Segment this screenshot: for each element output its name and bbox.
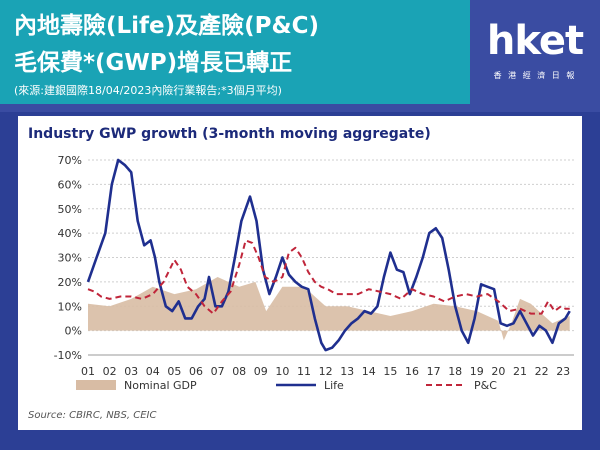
legend-label: Life xyxy=(324,379,344,392)
series-line-pc xyxy=(87,239,570,315)
x-tick-label: 22 xyxy=(535,365,549,378)
x-tick-label: 14 xyxy=(362,365,376,378)
x-tick-label: 21 xyxy=(513,365,527,378)
x-tick-label: 20 xyxy=(491,365,505,378)
x-tick-label: 12 xyxy=(319,365,333,378)
y-tick-label: 10% xyxy=(58,300,82,313)
y-tick-label: 30% xyxy=(58,252,82,265)
x-tick-label: 01 xyxy=(81,365,95,378)
headline-line-2: 毛保費*(GWP)增長已轉正 xyxy=(14,50,293,76)
x-tick-label: 17 xyxy=(427,365,441,378)
y-tick-label: 40% xyxy=(58,227,82,240)
x-tick-label: 04 xyxy=(146,365,160,378)
logo-wordmark: hket xyxy=(486,18,584,64)
chart-title: Industry GWP growth (3-month moving aggr… xyxy=(28,126,431,142)
headline-line-1: 內地壽險(Life)及產險(P&C) xyxy=(14,13,319,39)
x-tick-label: 06 xyxy=(189,365,203,378)
axis-ticks: 70% 60% 50% 40% 30% 20% 10% 0% -10% 01 02 03 04 05 06 0… xyxy=(54,154,574,378)
x-tick-label: 02 xyxy=(103,365,117,378)
header-band: 內地壽險(Life)及產險(P&C) 毛保費*(GWP)增長已轉正 (來源:建銀… xyxy=(0,0,600,112)
y-tick-label: 0% xyxy=(65,325,82,338)
x-tick-label: 15 xyxy=(383,365,397,378)
x-tick-label: 23 xyxy=(556,365,570,378)
x-tick-label: 05 xyxy=(167,365,181,378)
x-tick-label: 19 xyxy=(470,365,484,378)
x-tick-label: 08 xyxy=(232,365,246,378)
y-tick-label: 20% xyxy=(58,276,82,289)
nominal-gdp-area xyxy=(88,277,570,341)
x-tick-label: 09 xyxy=(254,365,268,378)
legend-label: Nominal GDP xyxy=(124,379,197,392)
gwp-growth-chart: Industry GWP growth (3-month moving aggr… xyxy=(28,126,574,421)
x-tick-label: 10 xyxy=(275,365,289,378)
y-tick-label: 70% xyxy=(58,154,82,167)
y-tick-label: 60% xyxy=(58,178,82,191)
logo-subtitle: 香 港 經 濟 日 報 xyxy=(493,71,577,80)
x-tick-label: 16 xyxy=(405,365,419,378)
series-line-life xyxy=(86,158,571,352)
x-tick-label: 07 xyxy=(211,365,225,378)
series-lines xyxy=(86,158,571,352)
series-area-nominal-gdp xyxy=(88,277,570,341)
y-tick-label: 50% xyxy=(58,203,82,216)
headline-source: (來源:建銀國際18/04/2023內險行業報告;*3個月平均) xyxy=(14,84,282,97)
x-tick-label: 11 xyxy=(297,365,311,378)
legend: Nominal GDP Life P&C xyxy=(76,379,497,392)
x-tick-label: 13 xyxy=(340,365,354,378)
legend-swatch-nominal-gdp xyxy=(76,380,116,390)
hket-logo: hket 香 港 經 濟 日 報 xyxy=(470,0,600,112)
legend-label: P&C xyxy=(474,379,497,392)
chart-source: Source: CBIRC, NBS, CEIC xyxy=(28,410,156,421)
headline-box: 內地壽險(Life)及產險(P&C) 毛保費*(GWP)增長已轉正 (來源:建銀… xyxy=(0,0,470,104)
x-tick-label: 18 xyxy=(448,365,462,378)
y-tick-label: -10% xyxy=(54,349,82,362)
chart-panel: Industry GWP growth (3-month moving aggr… xyxy=(18,116,582,430)
x-tick-label: 03 xyxy=(124,365,138,378)
